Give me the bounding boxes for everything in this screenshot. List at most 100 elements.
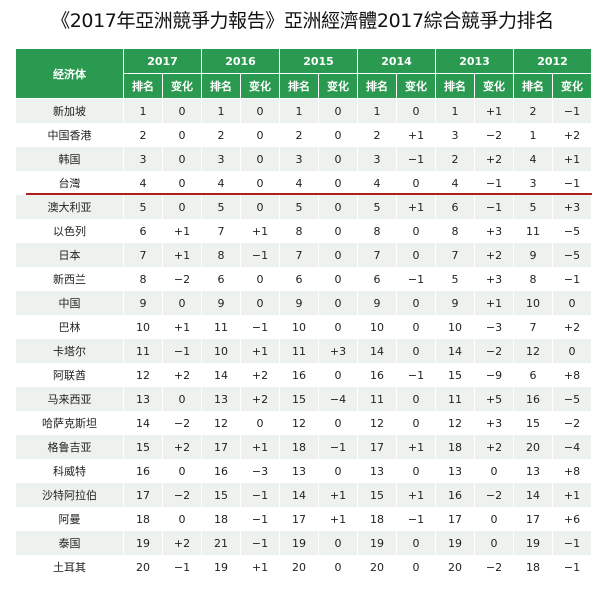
change-cell: −1: [396, 507, 436, 531]
change-subheader: 变化: [318, 73, 358, 99]
economy-cell: 中国: [15, 291, 124, 315]
change-cell: 0: [318, 531, 358, 555]
rank-cell: 5: [201, 195, 241, 219]
year-header: 2017: [123, 48, 202, 74]
change-cell: −1: [318, 435, 358, 459]
rank-cell: 17: [435, 507, 475, 531]
table-row: 哈萨克斯坦 14 −2 12 0 12 0 12 0 12 +3 15 −2: [15, 411, 592, 435]
rank-cell: 2: [123, 123, 163, 147]
rank-cell: 9: [201, 291, 241, 315]
change-cell: 0: [162, 507, 202, 531]
change-cell: 0: [318, 459, 358, 483]
rank-cell: 6: [123, 219, 163, 243]
change-cell: −5: [552, 243, 592, 267]
rank-subheader: 排名: [123, 73, 163, 99]
rank-cell: 11: [513, 219, 553, 243]
change-subheader: 变化: [552, 73, 592, 99]
ranking-table: 经济体 2017 2016 2015 2014 2013 2012 排名 变化 排名 变化 排名变…: [15, 48, 592, 579]
rank-cell: 2: [513, 98, 553, 123]
page-title: 《2017年亞洲競爭力報告》亞洲經濟體2017綜合競爭力排名: [51, 10, 554, 32]
change-cell: +1: [474, 291, 514, 315]
economy-cell: 沙特阿拉伯: [15, 483, 124, 507]
table-row: 新西兰 8 −2 6 0 6 0 6 −1 5 +3 8 −1: [15, 267, 592, 291]
change-cell: 0: [396, 387, 436, 411]
change-cell: +8: [552, 363, 592, 387]
change-cell: −1: [396, 147, 436, 171]
table-body: 新加坡 1 0 1 0 1 0 1 0 1 +1 2 −1 中国香港 2 0 2 0 2 0 2 +1 3 −2 1 +2 韩国 3 0…: [15, 98, 592, 579]
rank-subheader: 排名: [201, 73, 241, 99]
change-cell: +8: [552, 459, 592, 483]
change-cell: 0: [396, 315, 436, 339]
change-cell: +2: [240, 363, 280, 387]
change-cell: 0: [318, 315, 358, 339]
rank-cell: 14: [357, 339, 397, 363]
change-cell: +1: [162, 243, 202, 267]
change-cell: +1: [318, 483, 358, 507]
change-cell: −1: [240, 483, 280, 507]
economy-cell: 中国香港: [15, 123, 124, 147]
change-cell: +1: [396, 483, 436, 507]
economy-cell: 哈萨克斯坦: [15, 411, 124, 435]
economy-cell: 巴林: [15, 315, 124, 339]
rank-cell: 6: [513, 363, 553, 387]
rank-cell: 3: [279, 147, 319, 171]
rank-cell: 15: [357, 483, 397, 507]
change-cell: +1: [552, 483, 592, 507]
change-cell: 0: [396, 243, 436, 267]
rank-cell: 4: [435, 171, 475, 195]
change-cell: 0: [396, 219, 436, 243]
economy-cell: 阿联酋: [15, 363, 124, 387]
rank-subheader: 排名: [435, 73, 475, 99]
economy-cell: 台灣: [15, 171, 124, 195]
change-cell: 0: [240, 147, 280, 171]
rank-cell: 9: [435, 291, 475, 315]
rank-cell: 1: [201, 98, 241, 123]
year-header: 2013: [435, 48, 514, 74]
rank-cell: 18: [513, 555, 553, 579]
rank-cell: 4: [357, 171, 397, 195]
rank-cell: 11: [123, 339, 163, 363]
rank-cell: 17: [513, 507, 553, 531]
change-cell: 0: [162, 98, 202, 123]
rank-cell: 17: [123, 483, 163, 507]
change-cell: +2: [162, 531, 202, 555]
change-cell: 0: [318, 147, 358, 171]
change-cell: −1: [240, 531, 280, 555]
rank-cell: 2: [357, 123, 397, 147]
table-row: 日本 7 +1 8 −1 7 0 7 0 7 +2 9 −5: [15, 243, 592, 267]
change-cell: −1: [240, 315, 280, 339]
economy-cell: 以色列: [15, 219, 124, 243]
rank-cell: 15: [123, 435, 163, 459]
rank-cell: 1: [513, 123, 553, 147]
table-row: 科威特 16 0 16 −3 13 0 13 0 13 0 13 +8: [15, 459, 592, 483]
change-cell: −2: [552, 411, 592, 435]
change-cell: +1: [240, 435, 280, 459]
change-cell: −2: [162, 267, 202, 291]
change-cell: −2: [474, 123, 514, 147]
change-cell: −1: [240, 243, 280, 267]
rank-cell: 5: [279, 195, 319, 219]
change-cell: 0: [318, 291, 358, 315]
change-cell: 0: [318, 555, 358, 579]
rank-cell: 13: [123, 387, 163, 411]
rank-cell: 16: [279, 363, 319, 387]
rank-cell: 19: [513, 531, 553, 555]
economy-cell: 泰国: [15, 531, 124, 555]
rank-cell: 10: [201, 339, 241, 363]
table-row: 土耳其 20 −1 19 +1 20 0 20 0 20 −2 18 −1: [15, 555, 592, 579]
rank-cell: 8: [279, 219, 319, 243]
change-cell: 0: [318, 363, 358, 387]
rank-cell: 1: [435, 98, 475, 123]
rank-cell: 8: [201, 243, 241, 267]
rank-cell: 12: [201, 411, 241, 435]
rank-cell: 10: [279, 315, 319, 339]
change-cell: +3: [552, 195, 592, 219]
rank-cell: 7: [357, 243, 397, 267]
rank-cell: 7: [201, 219, 241, 243]
rank-cell: 5: [435, 267, 475, 291]
change-cell: 0: [240, 195, 280, 219]
rank-cell: 12: [357, 411, 397, 435]
rank-cell: 19: [201, 555, 241, 579]
rank-cell: 13: [513, 459, 553, 483]
rank-cell: 14: [435, 339, 475, 363]
